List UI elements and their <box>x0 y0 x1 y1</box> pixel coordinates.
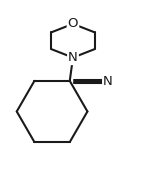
Text: N: N <box>103 75 113 88</box>
Text: N: N <box>68 51 78 64</box>
Text: O: O <box>68 17 78 30</box>
